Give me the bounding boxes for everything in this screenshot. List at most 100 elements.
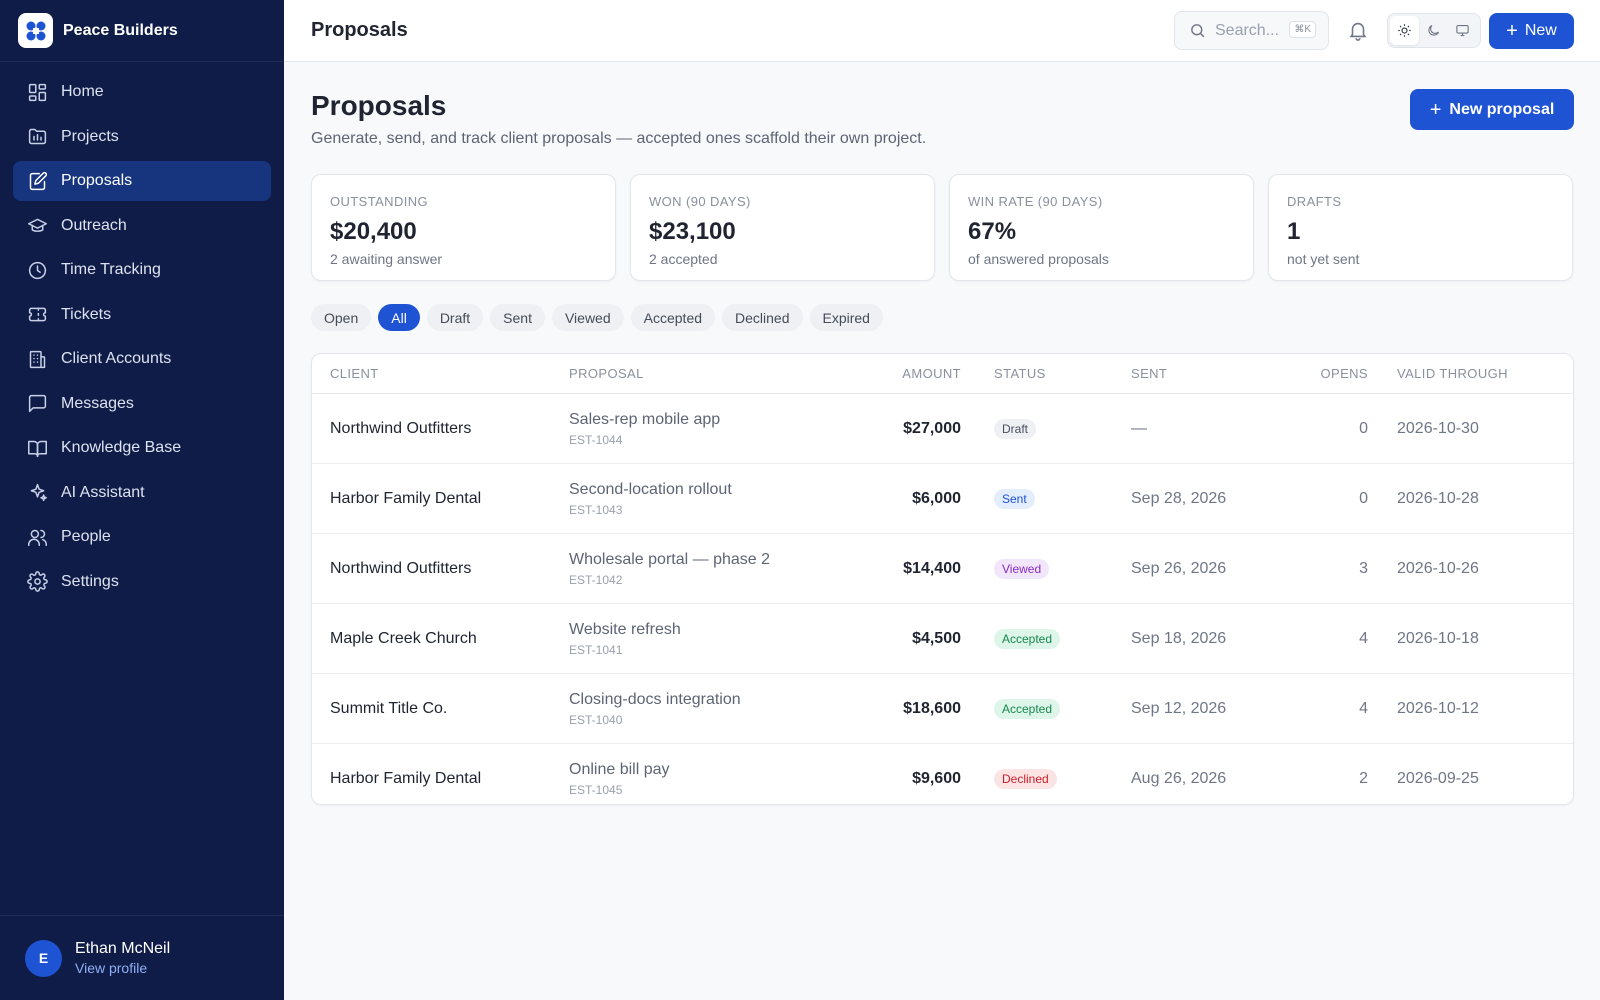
sparkles-icon — [26, 482, 48, 504]
proposal-title[interactable]: Sales-rep mobile app — [569, 411, 721, 428]
proposal-cell: Website refresh EST-1041 — [569, 604, 681, 674]
dark-theme-button[interactable] — [1419, 16, 1448, 45]
sidebar-item-label: Projects — [61, 127, 119, 145]
filter-declined[interactable]: Declined — [722, 304, 803, 331]
filter-all[interactable]: All — [378, 304, 420, 331]
brand-name: Peace Builders — [63, 21, 178, 39]
proposal-title[interactable]: Second-location rollout — [569, 481, 732, 498]
filter-draft[interactable]: Draft — [426, 304, 484, 331]
valid-through-date: 2026-10-26 — [1397, 560, 1479, 577]
proposal-amount: $27,000 — [903, 420, 961, 437]
sidebar-item-settings[interactable]: Settings — [13, 562, 271, 602]
proposal-title[interactable]: Online bill pay — [569, 761, 670, 778]
stat-value: 67% — [968, 218, 1017, 245]
sidebar-item-label: Messages — [61, 394, 134, 412]
filter-accepted[interactable]: Accepted — [630, 304, 716, 331]
proposal-amount: $4,500 — [912, 630, 961, 647]
table-row[interactable]: Summit Title Co. Closing-docs integration… — [312, 674, 1573, 744]
sidebar-item-label: AI Assistant — [61, 483, 145, 501]
proposal-title[interactable]: Website refresh — [569, 621, 681, 638]
page-title: Proposals — [311, 90, 447, 121]
sidebar-item-messages[interactable]: Messages — [13, 384, 271, 424]
sidebar-item-tickets[interactable]: Tickets — [13, 295, 271, 335]
header-sent: SENT — [1131, 366, 1168, 381]
sidebar-item-outreach[interactable]: Outreach — [13, 206, 271, 246]
filter-open[interactable]: Open — [311, 304, 372, 331]
user-name: Ethan McNeil — [75, 940, 171, 957]
search-input[interactable]: Search... ⌘K — [1174, 11, 1329, 50]
moon-icon — [1428, 24, 1440, 36]
user-profile[interactable]: E Ethan McNeil View profile — [0, 915, 284, 1000]
sidebar-item-client-accounts[interactable]: Client Accounts — [13, 339, 271, 379]
sidebar-item-knowledge-base[interactable]: Knowledge Base — [13, 428, 271, 468]
stat-value: 1 — [1287, 218, 1301, 245]
topbar: Proposals Search... ⌘K + New — [284, 0, 1600, 62]
header-status: STATUS — [994, 366, 1046, 381]
proposals-icon — [26, 170, 48, 192]
brand-logo-icon — [18, 13, 53, 48]
proposal-cell: Closing-docs integration EST-1040 — [569, 674, 741, 744]
proposal-cell: Wholesale portal — phase 2 EST-1042 — [569, 534, 770, 604]
proposal-title[interactable]: Closing-docs integration — [569, 691, 741, 708]
opens-count: 4 — [1359, 630, 1368, 647]
status-filters: Open All Draft Sent Viewed Accepted Declined Ex… — [311, 304, 890, 331]
status-cell: Declined — [994, 744, 1057, 804]
avatar[interactable]: E — [25, 939, 62, 977]
proposal-title[interactable]: Wholesale portal — phase 2 — [569, 551, 770, 568]
proposal-code: EST-1045 — [569, 783, 623, 797]
graduation-cap-icon — [26, 215, 48, 237]
table-row[interactable]: Harbor Family Dental Second-location roll… — [312, 464, 1573, 534]
client-name: Northwind Outfitters — [330, 420, 472, 437]
client-name: Northwind Outfitters — [330, 560, 472, 577]
status-cell: Sent — [994, 464, 1035, 534]
table-row[interactable]: Harbor Family Dental Online bill pay EST-1… — [312, 744, 1573, 804]
filter-expired[interactable]: Expired — [809, 304, 883, 331]
theme-toggle[interactable] — [1387, 13, 1481, 48]
sidebar-item-home[interactable]: Home — [13, 72, 271, 112]
brand[interactable]: Peace Builders — [0, 0, 284, 62]
sidebar-item-ai-assistant[interactable]: AI Assistant — [13, 473, 271, 513]
sidebar-item-label: Knowledge Base — [61, 439, 182, 456]
table-row[interactable]: Northwind Outfitters Sales-rep mobile app… — [312, 394, 1573, 464]
plus-icon: + — [1506, 20, 1518, 42]
table-row[interactable]: Maple Creek Church Website refresh EST-104… — [312, 604, 1573, 674]
new-button[interactable]: + New — [1489, 13, 1574, 49]
proposal-code: EST-1041 — [569, 643, 623, 657]
opens-count: 4 — [1359, 700, 1368, 717]
sidebar-item-label: Settings — [61, 572, 119, 590]
proposal-amount: $14,400 — [903, 560, 961, 577]
light-theme-button[interactable] — [1390, 16, 1419, 45]
sent-date: Sep 18, 2026 — [1131, 630, 1227, 647]
sidebar-item-people[interactable]: People — [13, 517, 271, 557]
table-row[interactable]: Northwind Outfitters Wholesale portal — p… — [312, 534, 1573, 604]
building-icon — [26, 348, 48, 370]
sidebar-item-time-tracking[interactable]: Time Tracking — [13, 250, 271, 290]
header-opens: OPENS — [1320, 366, 1368, 381]
stat-note: 2 accepted — [649, 251, 718, 267]
topbar-title: Proposals — [311, 19, 408, 41]
sidebar: Peace Builders Home Projects Proposals Outr… — [0, 0, 284, 1000]
message-icon — [26, 393, 48, 415]
table-body: Northwind Outfitters Sales-rep mobile app… — [312, 394, 1573, 804]
projects-icon — [26, 126, 48, 148]
ticket-icon — [26, 304, 48, 326]
status-badge: Draft — [994, 419, 1037, 439]
notifications-button[interactable] — [1347, 19, 1371, 43]
filter-viewed[interactable]: Viewed — [551, 304, 624, 331]
new-proposal-button[interactable]: + New proposal — [1410, 89, 1574, 130]
bell-icon — [1349, 22, 1367, 41]
filter-sent[interactable]: Sent — [490, 304, 545, 331]
people-icon — [26, 526, 48, 548]
stat-label: WON (90 DAYS) — [649, 194, 751, 209]
client-name: Maple Creek Church — [330, 630, 477, 647]
stat-value: $20,400 — [330, 218, 417, 245]
view-profile-link[interactable]: View profile — [75, 960, 148, 976]
header-amount: AMOUNT — [902, 366, 961, 381]
stat-note: 2 awaiting answer — [330, 251, 443, 267]
header-valid-through: VALID THROUGH — [1397, 366, 1508, 381]
system-theme-button[interactable] — [1448, 16, 1477, 45]
sun-icon — [1398, 24, 1411, 37]
search-icon — [1191, 24, 1205, 38]
sidebar-item-proposals[interactable]: Proposals — [13, 161, 271, 201]
sidebar-item-projects[interactable]: Projects — [13, 117, 271, 157]
